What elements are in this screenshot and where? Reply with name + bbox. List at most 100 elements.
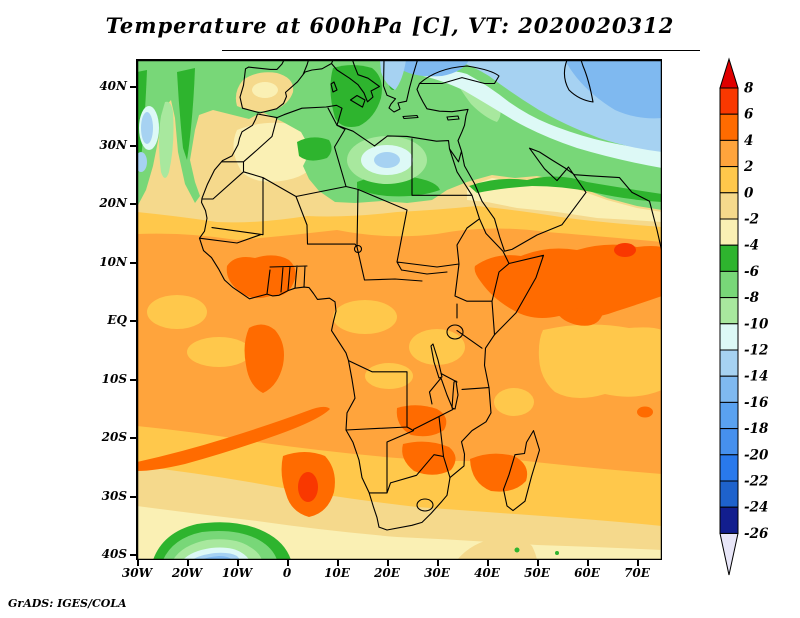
colorbar-segment — [719, 270, 739, 299]
lon-label-30w: 30W — [117, 560, 157, 581]
colorbar-label: -12 — [744, 343, 768, 359]
page-title: Temperature at 600hPa [C], VT: 202002031… — [105, 13, 675, 38]
field-lightorange-madagascar — [494, 388, 534, 416]
field-warm-ghana — [226, 255, 296, 299]
colorbar-label: -10 — [744, 316, 769, 332]
coast-africa — [198, 104, 545, 531]
field-darkgreen-egypt — [297, 137, 332, 161]
field-sahara-cream — [233, 122, 319, 182]
field-warm-arabian-sea — [474, 244, 662, 319]
field-cyan-anatolia-band — [423, 70, 662, 168]
colorbar-label: -20 — [744, 447, 769, 463]
colorbar-label: -18 — [744, 421, 769, 437]
colorbar-segment — [719, 166, 739, 194]
colorbar-label: 4 — [744, 133, 753, 149]
field-warm-sw-atlantic-band — [137, 406, 330, 471]
field-south-wheat-blob — [457, 537, 537, 560]
field-palegreen-notch — [159, 101, 174, 178]
field-arabia-cream — [467, 178, 662, 222]
coast-eurasia — [239, 60, 662, 253]
colorbar-label: 0 — [744, 185, 754, 201]
colorbar-segment — [719, 480, 739, 508]
lon-label-0: 0 — [267, 560, 307, 581]
colorbar-label: 8 — [744, 81, 754, 97]
border-lesotho — [416, 498, 434, 512]
grads-credit: GrADS: IGES/COLA — [8, 597, 127, 610]
colorbar-label: -22 — [744, 474, 768, 490]
colorbar-segment — [719, 401, 739, 430]
colorbar-segment — [719, 506, 739, 534]
lon-label-20w: 20W — [167, 560, 207, 581]
colorbar-segment — [719, 113, 739, 141]
field-lightorange-atlantic1 — [147, 295, 207, 329]
lon-label-70e: 70E — [617, 560, 657, 581]
field-hot-core-arabian — [614, 243, 636, 257]
colorbar-label: -8 — [744, 290, 760, 306]
field-blue-atlantic-south — [137, 152, 147, 172]
lat-label-30n: 30N — [95, 138, 137, 153]
lon-label-60e: 60E — [567, 560, 607, 581]
field-blue-atlantic-core — [141, 112, 153, 144]
colorbar-segment — [719, 139, 739, 168]
colorbar-segment — [719, 192, 739, 220]
field-blue-caspian — [565, 60, 662, 119]
field-green-speck1 — [514, 547, 520, 553]
field-blue-adriatic — [380, 60, 406, 90]
field-warm-arabian-bump — [557, 308, 603, 326]
colorbar-segment — [719, 428, 739, 456]
lat-label-10n: 10N — [95, 255, 137, 270]
lon-label-10w: 10W — [217, 560, 257, 581]
title-underline — [222, 50, 700, 51]
lat-label-20s: 20S — [95, 430, 137, 445]
lon-label-50e: 50E — [517, 560, 557, 581]
map-borders — [198, 60, 662, 531]
colorbar-segment — [719, 323, 739, 351]
lon-label-10e: 10E — [317, 560, 357, 581]
field-warm-zimbabwe — [402, 441, 456, 475]
lat-label-10s: 10S — [95, 372, 137, 387]
lake-victoria — [446, 324, 464, 340]
field-hot-core-sw-atlantic — [298, 472, 318, 502]
lat-label-20n: 20N — [95, 196, 137, 211]
field-darkgreen-tongue — [177, 68, 195, 160]
lon-label-40e: 40E — [467, 560, 507, 581]
colorbar-label: 6 — [744, 107, 754, 123]
borders-internal — [198, 107, 510, 494]
colorbar-segment — [719, 87, 739, 115]
lat-label-30s: 30S — [95, 489, 137, 504]
lat-label-eq: EQ — [95, 313, 137, 328]
colorbar: 8 6 4 2 0 -2 -4 -6 -8 -10 -12 -14 -16 -1… — [719, 57, 769, 576]
field-lightorange-congo — [409, 329, 465, 365]
islands-and-lakes — [330, 81, 541, 512]
colorbar-label: -14 — [744, 369, 768, 385]
colorbar-label: -16 — [744, 395, 769, 411]
lon-label-20e: 20E — [367, 560, 407, 581]
colorbar-label: -6 — [744, 264, 760, 280]
colorbar-label: -2 — [744, 212, 759, 228]
colorbar-segment — [719, 244, 739, 272]
colorbar-label: -4 — [744, 238, 759, 254]
colorbar-segment — [719, 454, 739, 482]
colorbar-segment — [719, 218, 739, 246]
field-warm-angola-offshore — [244, 324, 284, 393]
colorbar-label: 2 — [743, 159, 753, 175]
colorbar-label: -26 — [744, 526, 769, 542]
colorbar-segment — [719, 349, 739, 377]
colorbar-arrow-top — [719, 57, 739, 89]
field-blue-libya-core — [374, 152, 400, 168]
temperature-map — [137, 60, 662, 560]
field-lightorange-atlantic2 — [187, 337, 251, 367]
colorbar-segment — [719, 297, 739, 325]
lat-label-40s: 40S — [95, 547, 137, 562]
field-darkgreen-east-band — [469, 176, 662, 202]
colorbar-label: -24 — [744, 500, 768, 516]
field-lightorange-chad — [333, 300, 397, 334]
lon-label-30e: 30E — [417, 560, 457, 581]
field-iberia-cream — [252, 82, 278, 98]
colorbar-segment — [719, 375, 739, 403]
field-lightorange-angola — [365, 363, 413, 389]
field-warm-east-edge — [637, 406, 653, 418]
lat-label-40n: 40N — [95, 79, 137, 94]
field-lightorange-indian — [538, 324, 662, 399]
